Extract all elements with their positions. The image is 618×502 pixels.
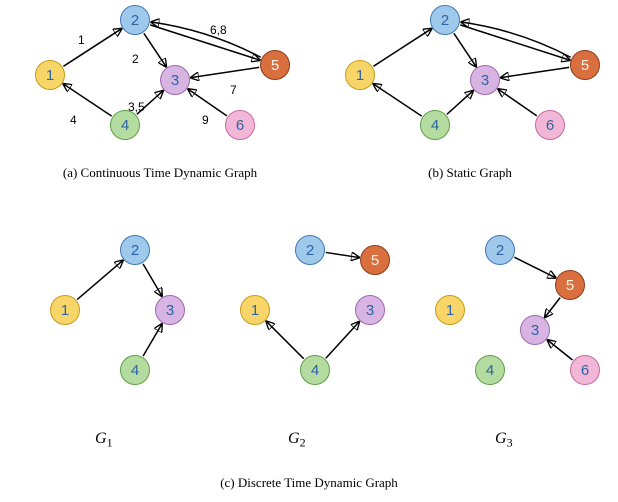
panel-c-g3-node-5: 5	[555, 270, 585, 300]
panel-c-g2-node-5: 5	[360, 245, 390, 275]
subpanel-label-g1: G1	[95, 430, 113, 451]
panel-c-g2-node-1: 1	[240, 295, 270, 325]
panel-a-edge-label: 6,8	[210, 23, 227, 37]
caption-a: (a) Continuous Time Dynamic Graph	[20, 165, 300, 181]
caption-b: (b) Static Graph	[330, 165, 610, 181]
panel-b: 1 234 56	[330, 5, 610, 155]
panel-c-g2: 1234 5	[230, 220, 400, 430]
panel-c-g2-node-4: 4	[300, 355, 330, 385]
panel-c-g1-node-1: 1	[50, 295, 80, 325]
panel-b-node-4: 4	[420, 110, 450, 140]
panel-c-g3-node-4: 4	[475, 355, 505, 385]
panel-c-g3-node-1: 1	[435, 295, 465, 325]
panel-c-g1-node-4: 4	[120, 355, 150, 385]
panel-a-node-4: 4	[110, 110, 140, 140]
figure-container: 123456126,873,549 (a) Continuous Time Dy…	[0, 0, 618, 502]
panel-b-node-1: 1	[345, 60, 375, 90]
panel-c-g3-node-6: 6	[570, 355, 600, 385]
panel-a-edge-label: 3,5	[128, 100, 145, 114]
panel-a-node-2: 2	[120, 5, 150, 35]
panel-c-g3-node-2: 2	[485, 235, 515, 265]
panel-b-node-3: 3	[470, 65, 500, 95]
subpanel-label-g2: G2	[288, 430, 306, 451]
panel-c-g3-edges	[430, 220, 605, 430]
panel-c-g1-node-3: 3	[155, 295, 185, 325]
panel-a-edge-label: 9	[202, 113, 209, 127]
panel-c-g3: 123456	[430, 220, 605, 430]
panel-b-node-5: 5	[570, 50, 600, 80]
panel-a-node-3: 3	[160, 65, 190, 95]
panel-a-edge-label: 7	[230, 83, 237, 97]
panel-a: 123456126,873,549	[20, 5, 300, 155]
panel-a-node-5: 5	[260, 50, 290, 80]
panel-c-g3-node-3: 3	[520, 315, 550, 345]
panel-a-edge-label: 1	[78, 33, 85, 47]
caption-c: (c) Discrete Time Dynamic Graph	[0, 475, 618, 491]
panel-a-node-1: 1	[35, 60, 65, 90]
subpanel-label-g3: G3	[495, 430, 513, 451]
panel-c-g2-node-2: 2	[295, 235, 325, 265]
panel-a-node-6: 6	[225, 110, 255, 140]
panel-b-node-2: 2	[430, 5, 460, 35]
panel-c-g1-node-2: 2	[120, 235, 150, 265]
panel-c-g2-node-3: 3	[355, 295, 385, 325]
panel-a-edge-label: 2	[132, 52, 139, 66]
panel-b-node-6: 6	[535, 110, 565, 140]
panel-a-edge-label: 4	[70, 113, 77, 127]
panel-c-g1: 1 234	[40, 220, 200, 430]
